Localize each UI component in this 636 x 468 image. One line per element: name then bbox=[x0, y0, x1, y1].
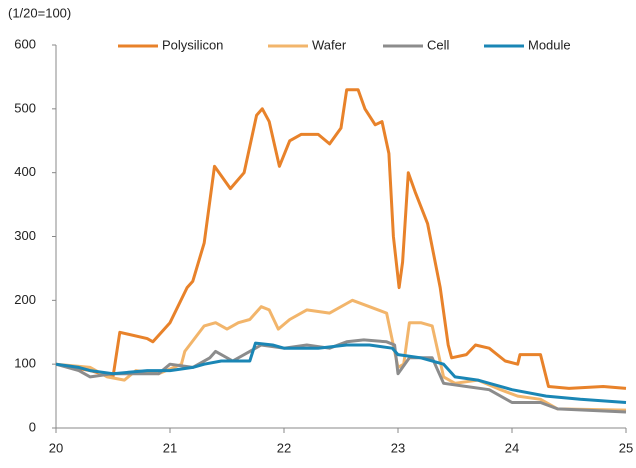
y-unit-label: (1/20=100) bbox=[8, 5, 71, 20]
line bbox=[55, 338, 627, 414]
x-tick-label: 22 bbox=[277, 440, 291, 455]
y-tick-label: 600 bbox=[14, 36, 36, 51]
y-tick-label: 200 bbox=[14, 292, 36, 307]
y-tick-label: 400 bbox=[14, 164, 36, 179]
x-tick-label: 23 bbox=[391, 440, 405, 455]
legend-label: Wafer bbox=[312, 37, 347, 52]
y-tick-label: 100 bbox=[14, 356, 36, 371]
y-tick-label: 300 bbox=[14, 228, 36, 243]
x-tick-label: 25 bbox=[619, 440, 633, 455]
line bbox=[55, 341, 627, 404]
y-tick-label: 500 bbox=[14, 100, 36, 115]
legend-label: Cell bbox=[427, 37, 450, 52]
x-tick-label: 24 bbox=[505, 440, 519, 455]
legend-label: Module bbox=[528, 37, 571, 52]
x-tick-label: 20 bbox=[49, 440, 63, 455]
y-tick-label: 0 bbox=[29, 419, 36, 434]
line bbox=[55, 88, 627, 390]
legend-label: Polysilicon bbox=[162, 37, 223, 52]
x-tick-label: 21 bbox=[163, 440, 177, 455]
